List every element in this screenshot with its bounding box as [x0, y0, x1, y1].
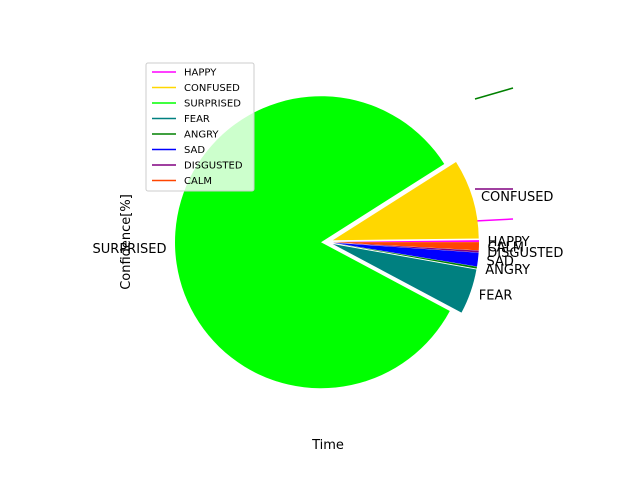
slice-label-angry: ANGRY	[485, 263, 530, 278]
legend-entry-surprised: SURPRISED	[184, 99, 241, 110]
legend-entry-disgusted: DISGUSTED	[184, 161, 243, 172]
pie-slice-happy	[332, 240, 479, 242]
pie-slice-fear	[332, 243, 477, 313]
pie-slice-confused	[332, 162, 479, 241]
line-fragment-angry	[474, 87, 514, 100]
y-axis-label: Confidence[%]	[119, 194, 134, 290]
pie-slice-disgusted	[332, 242, 479, 253]
legend-entry-calm: CALM	[184, 176, 212, 187]
legend-entry-fear: FEAR	[184, 114, 210, 125]
pie-slice-sad	[332, 242, 479, 267]
pie-slice-calm	[332, 242, 479, 251]
slice-label-fear: FEAR	[479, 288, 513, 303]
slice-label-confused: CONFUSED	[481, 190, 554, 205]
slice-label-happy: HAPPY	[488, 235, 530, 250]
series-line-fragments	[474, 87, 514, 222]
slice-label-calm: CALM	[488, 241, 524, 256]
pie-slice-angry	[332, 243, 477, 269]
line-fragment-happy	[474, 218, 514, 222]
slice-label-surprised: SURPRISED	[93, 242, 167, 257]
x-axis-label: Time	[311, 438, 344, 453]
legend-entry-confused: CONFUSED	[184, 83, 240, 94]
legend-entry-sad: SAD	[184, 145, 205, 156]
legend-entry-angry: ANGRY	[184, 130, 219, 141]
legend: HAPPY CONFUSED SURPRISED FEAR ANGRY SAD DISGUS…	[145, 62, 255, 192]
slice-labels: HAPPY CONFUSED SURPRISED FEAR ANGRYSADDISGUS…	[93, 190, 564, 303]
legend-frame	[145, 62, 255, 192]
slice-label-sad: SAD	[487, 255, 514, 270]
slice-label-disgusted: DISGUSTED	[487, 246, 563, 261]
legend-entry-happy: HAPPY	[184, 68, 217, 79]
